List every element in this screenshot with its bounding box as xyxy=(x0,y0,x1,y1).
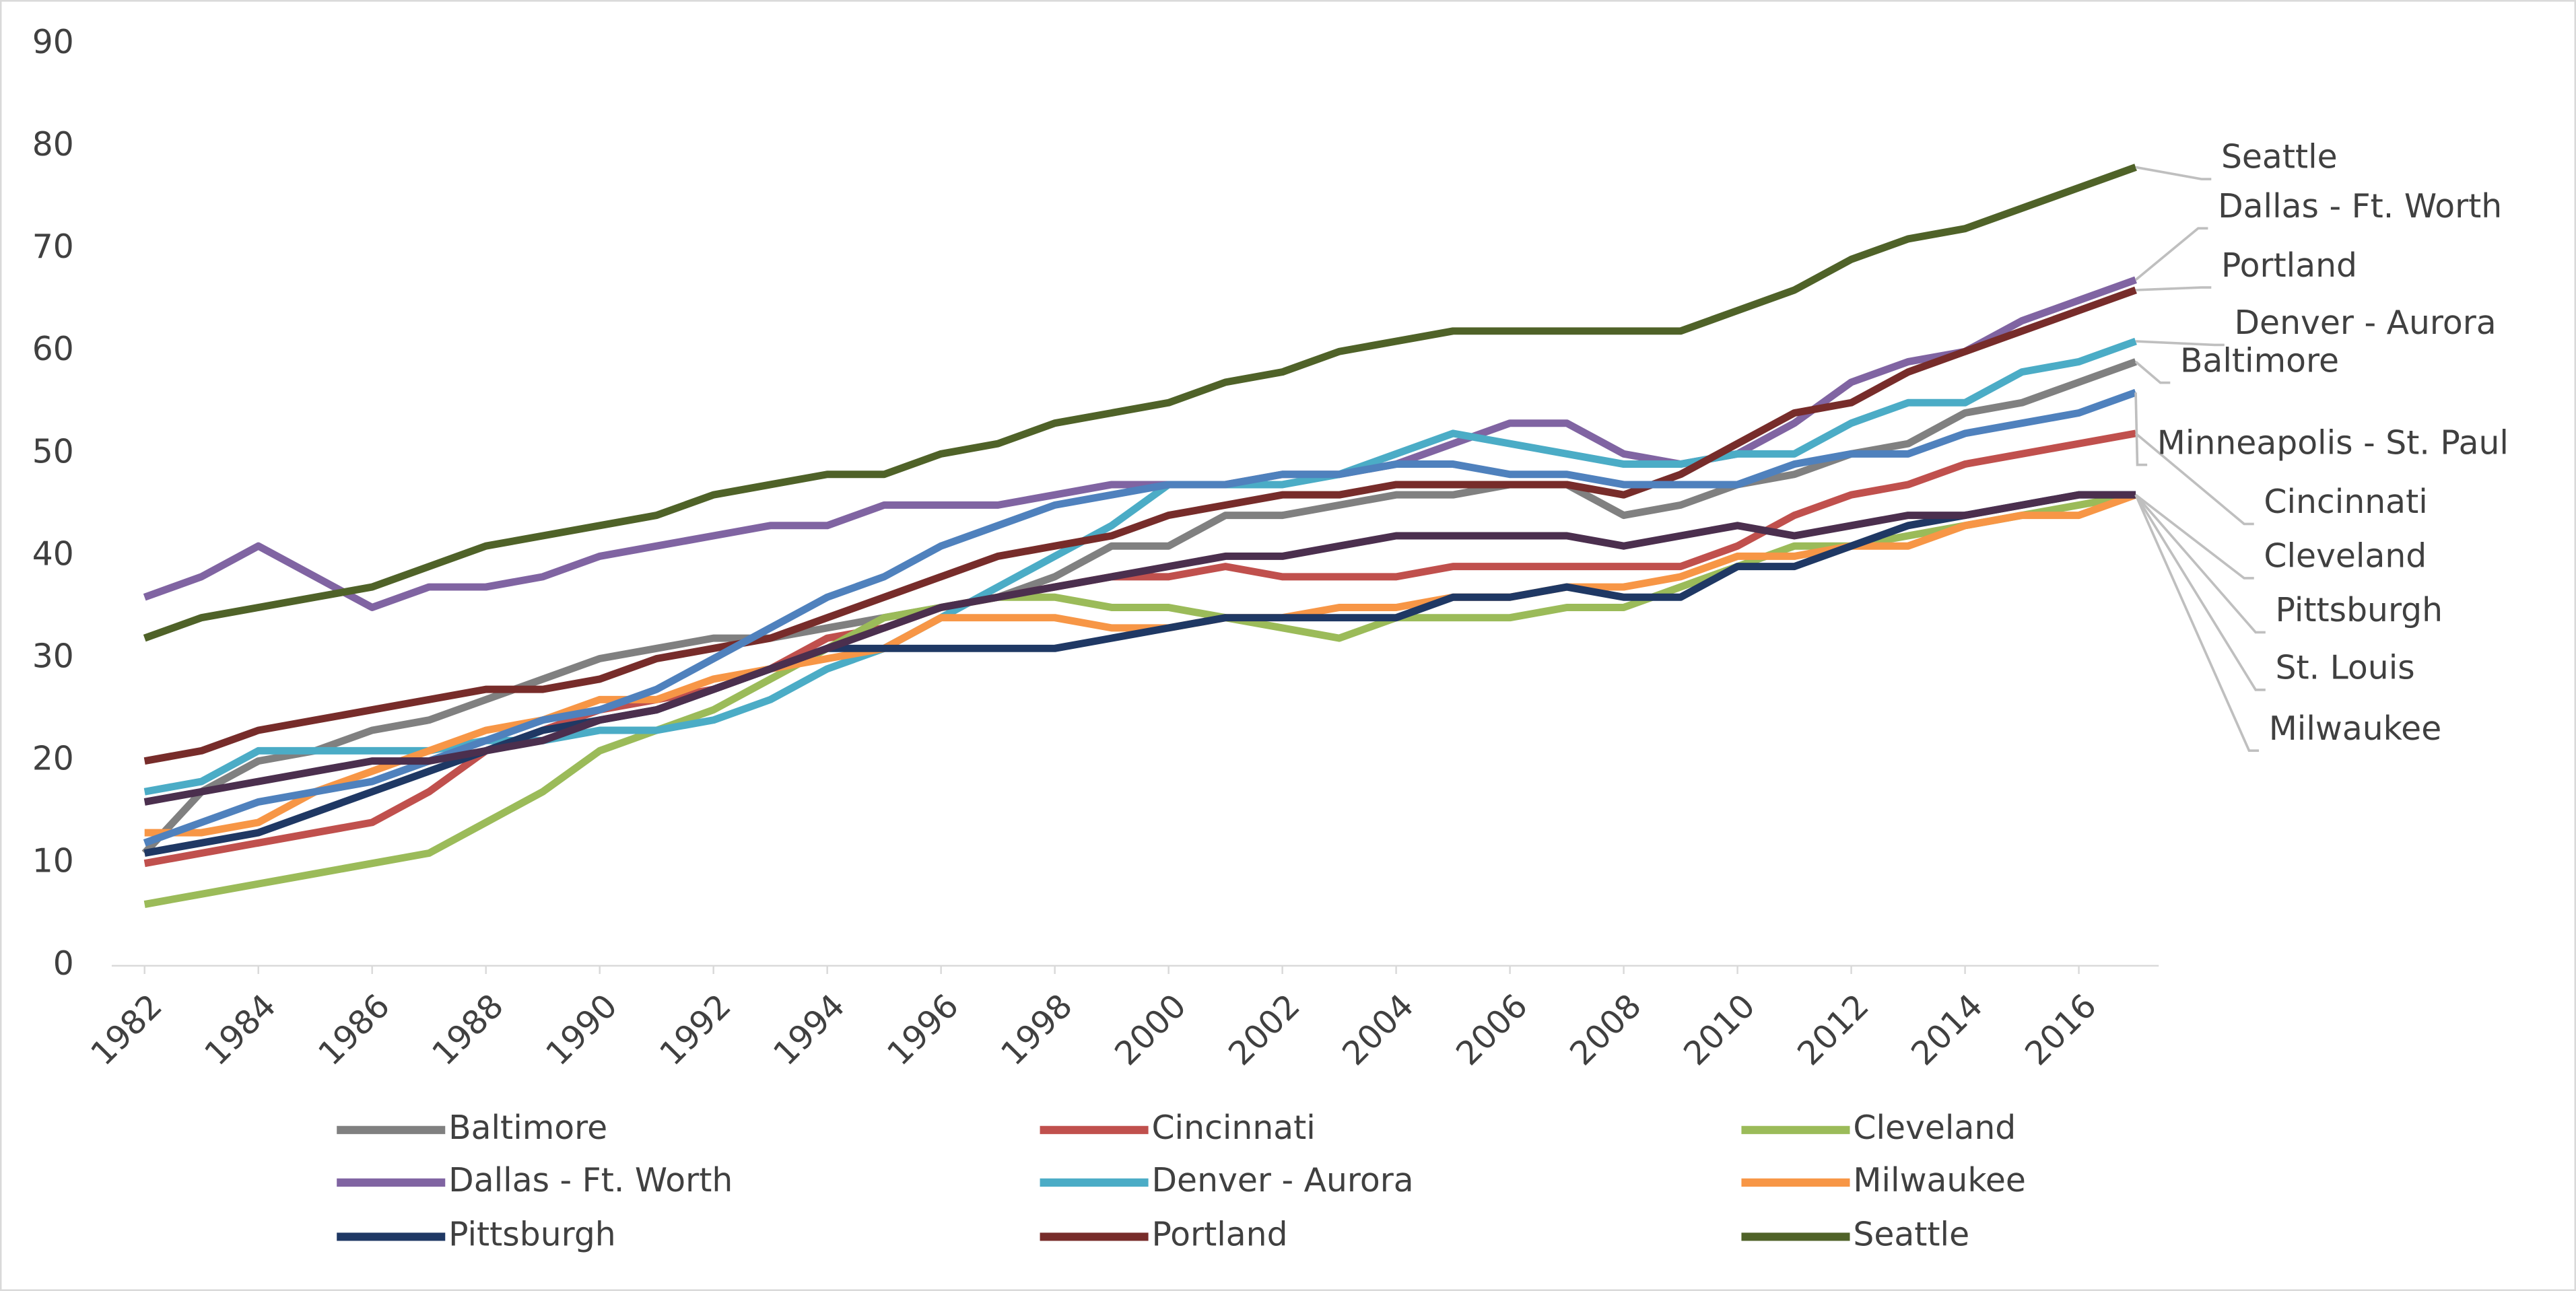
leader-line xyxy=(2134,361,2171,384)
y-tick-label: 60 xyxy=(32,330,74,368)
legend-label: Cleveland xyxy=(1853,1109,2016,1147)
end-label: Denver - Aurora xyxy=(2234,304,2496,342)
leader-line xyxy=(2134,227,2208,281)
y-tick-label: 80 xyxy=(32,125,74,164)
y-tick-label: 40 xyxy=(32,534,74,573)
leader-line xyxy=(2134,494,2266,691)
leader-line xyxy=(2134,432,2254,526)
end-label: Milwaukee xyxy=(2269,709,2442,748)
y-tick-label: 10 xyxy=(32,842,74,880)
y-tick-label: 0 xyxy=(53,944,74,983)
leader-line xyxy=(2134,493,2266,634)
end-label: Portland xyxy=(2221,246,2357,285)
legend-label: Milwaukee xyxy=(1853,1161,2026,1199)
end-label: Minneapolis - St. Paul xyxy=(2157,423,2509,462)
series-line xyxy=(143,164,2137,642)
series-line xyxy=(141,358,2137,856)
series-line xyxy=(143,388,2137,847)
legend-label: Portland xyxy=(1151,1215,1287,1253)
y-tick-label: 30 xyxy=(32,637,74,676)
end-label: Pittsburgh xyxy=(2275,591,2443,629)
leader-line xyxy=(2134,494,2260,752)
end-label: Cleveland xyxy=(2264,537,2427,575)
series-line xyxy=(143,491,2137,908)
y-tick-label: 90 xyxy=(32,23,74,61)
y-tick-label: 20 xyxy=(32,740,74,778)
legend-label: Seattle xyxy=(1853,1215,1969,1253)
legend-label: Dallas - Ft. Worth xyxy=(448,1161,733,1199)
leader-line xyxy=(2135,166,2212,180)
leader-line xyxy=(2134,392,2148,466)
legend-label: Denver - Aurora xyxy=(1151,1161,1413,1199)
end-label: St. Louis xyxy=(2275,649,2414,687)
end-label: Baltimore xyxy=(2180,341,2339,380)
leader-line xyxy=(2134,493,2254,580)
leader-line xyxy=(2135,340,2225,347)
end-label: Seattle xyxy=(2221,138,2338,176)
legend-label: Cincinnati xyxy=(1151,1109,1315,1147)
legend-label: Pittsburgh xyxy=(448,1215,616,1253)
series-line xyxy=(143,276,2137,611)
series-line xyxy=(144,491,2137,837)
legend-label: Baltimore xyxy=(448,1109,607,1147)
leader-line xyxy=(2135,286,2212,291)
end-label: Dallas - Ft. Worth xyxy=(2218,187,2502,225)
y-tick-label: 50 xyxy=(32,432,74,470)
end-label: Cincinnati xyxy=(2264,483,2427,521)
series-line xyxy=(143,491,2136,806)
series-line xyxy=(143,286,2137,765)
y-tick-label: 70 xyxy=(32,228,74,266)
